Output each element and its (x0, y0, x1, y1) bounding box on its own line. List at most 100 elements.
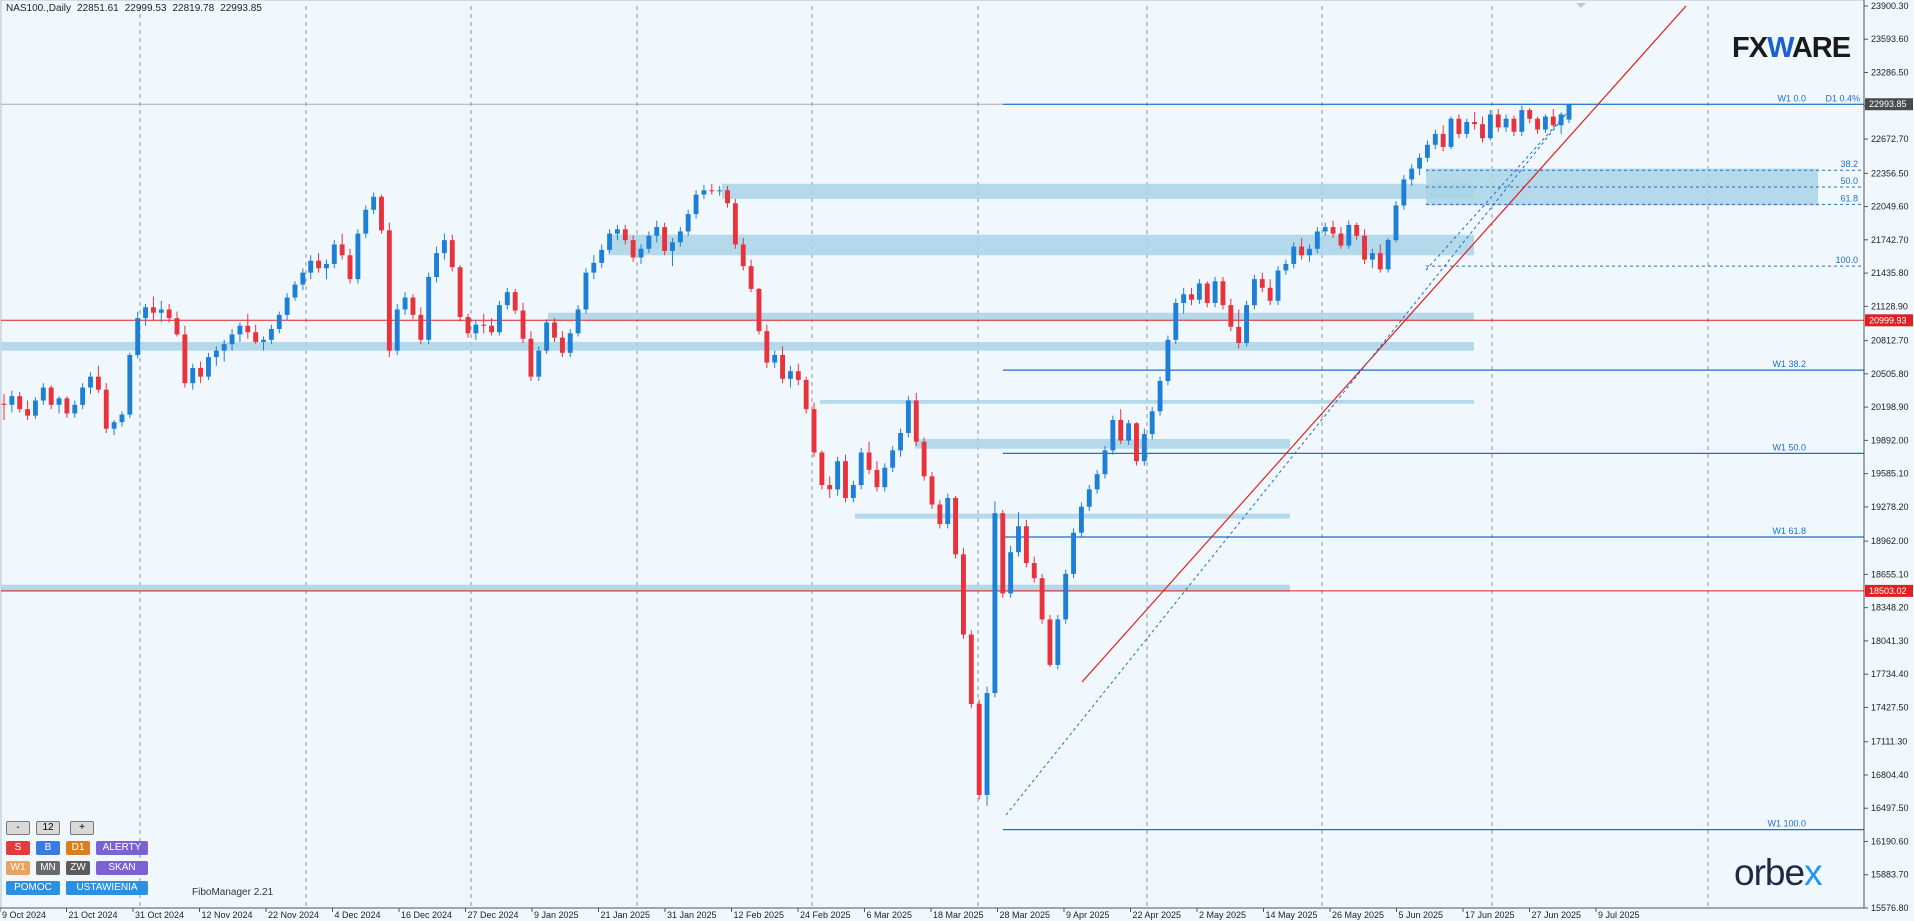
support-resistance-zone (1, 584, 1290, 592)
candle-body (143, 307, 148, 319)
candle-body (284, 297, 290, 315)
candle-body (905, 400, 911, 434)
fib-d1-label: D1 0.4% (1825, 93, 1860, 103)
x-tick-label: 31 Jan 2025 (667, 910, 717, 920)
candle-body (331, 244, 337, 264)
buy-button[interactable]: B (36, 841, 60, 855)
x-tick-label: 26 May 2025 (1332, 910, 1384, 920)
candle-body (48, 387, 54, 405)
candle-body (607, 233, 612, 250)
w1-button[interactable]: W1 (6, 861, 30, 875)
candle-body (1181, 294, 1187, 303)
candle-body (1118, 419, 1124, 441)
candle-body (56, 398, 62, 405)
candle-body (95, 376, 101, 390)
y-tick-label: 22356.50 (1871, 168, 1909, 178)
decrement-button[interactable]: - (6, 821, 30, 835)
candle-body (1134, 423, 1139, 462)
candle-body (599, 249, 605, 263)
x-tick-label: 6 Mar 2025 (867, 910, 913, 920)
alerts-button[interactable]: ALERTY (96, 841, 148, 855)
candle-body (119, 414, 125, 423)
candle-body (1558, 114, 1564, 126)
candle-body (1023, 526, 1029, 564)
candle-body (371, 196, 377, 210)
candle-body (945, 498, 951, 525)
price-level-tag: 20999.93 (1869, 315, 1907, 325)
candle-body (575, 309, 581, 334)
candle-body (827, 485, 833, 490)
candle-body (898, 433, 903, 451)
candle-body (992, 513, 998, 694)
settings-button[interactable]: USTAWIENIA (66, 881, 148, 895)
candle-body (764, 331, 770, 363)
candle-body (913, 400, 919, 442)
candle-body (1110, 419, 1116, 451)
candle-body (1244, 305, 1250, 344)
x-tick-label: 22 Apr 2025 (1133, 910, 1182, 920)
candle-body (709, 190, 715, 192)
support-resistance-zone (855, 513, 1290, 519)
candle-body (630, 240, 636, 258)
candle-body (850, 485, 856, 499)
x-tick-label: 24 Feb 2025 (800, 910, 851, 920)
chart-symbol: NAS100.,Daily (6, 3, 72, 14)
x-tick-label: 22 Nov 2024 (268, 910, 319, 920)
candle-body (9, 396, 15, 405)
support-resistance-zone (608, 234, 1474, 256)
candle-body (237, 325, 243, 335)
support-resistance-zone (1426, 168, 1818, 206)
help-button[interactable]: POMOC (6, 881, 60, 895)
candle-body (1409, 168, 1415, 180)
candle-body (1299, 246, 1305, 256)
y-tick-label: 20198.90 (1871, 402, 1909, 412)
mn-button[interactable]: MN (36, 861, 60, 875)
x-tick-label: 12 Feb 2025 (734, 910, 785, 920)
candle-body (1503, 118, 1509, 128)
increment-button[interactable]: + (70, 821, 94, 835)
period-value[interactable]: 12 (36, 821, 60, 835)
candle-body (418, 314, 424, 340)
candle-body (64, 398, 70, 414)
candle-body (961, 554, 966, 635)
candle-body (17, 396, 23, 410)
candle-body (1377, 253, 1383, 270)
fxware-logo: FXWARE (1732, 32, 1851, 64)
candle-body (182, 334, 188, 384)
candle-body (1432, 133, 1438, 145)
candle-body (1448, 118, 1454, 147)
y-tick-label: 18348.20 (1871, 603, 1909, 613)
candle-body (323, 263, 329, 269)
candle-body (1126, 423, 1132, 441)
candle-body (426, 276, 432, 340)
candle-body (174, 318, 180, 335)
candle-body (1236, 326, 1242, 344)
candle-body (614, 229, 620, 234)
candle-body (567, 333, 573, 353)
candle-body (811, 409, 817, 453)
candle-body (198, 367, 204, 377)
price-level-tag-bg (1865, 584, 1913, 597)
zw-button[interactable]: ZW (66, 861, 90, 875)
candle-body (1495, 114, 1501, 128)
scan-button[interactable]: SKAN (96, 861, 148, 875)
candle-body (1047, 619, 1053, 665)
candle-body (882, 467, 888, 488)
fib-d1-level-label: 100.0 (1835, 255, 1858, 265)
candle-body (740, 244, 746, 267)
candle-body (135, 318, 141, 355)
x-tick-label: 16 Dec 2024 (401, 910, 452, 920)
candle-body (1527, 110, 1533, 119)
sell-button[interactable]: S (6, 841, 30, 855)
x-tick-label: 17 Jun 2025 (1465, 910, 1515, 920)
y-tick-label: 20812.70 (1871, 336, 1909, 346)
y-tick-label: 18655.10 (1871, 569, 1909, 579)
candle-body (866, 452, 872, 470)
candle-body (1480, 124, 1485, 139)
candle-body (819, 452, 825, 486)
candle-body (150, 307, 156, 313)
candle-body (300, 272, 306, 285)
candle-body (434, 253, 439, 277)
d1-button[interactable]: D1 (66, 841, 90, 855)
